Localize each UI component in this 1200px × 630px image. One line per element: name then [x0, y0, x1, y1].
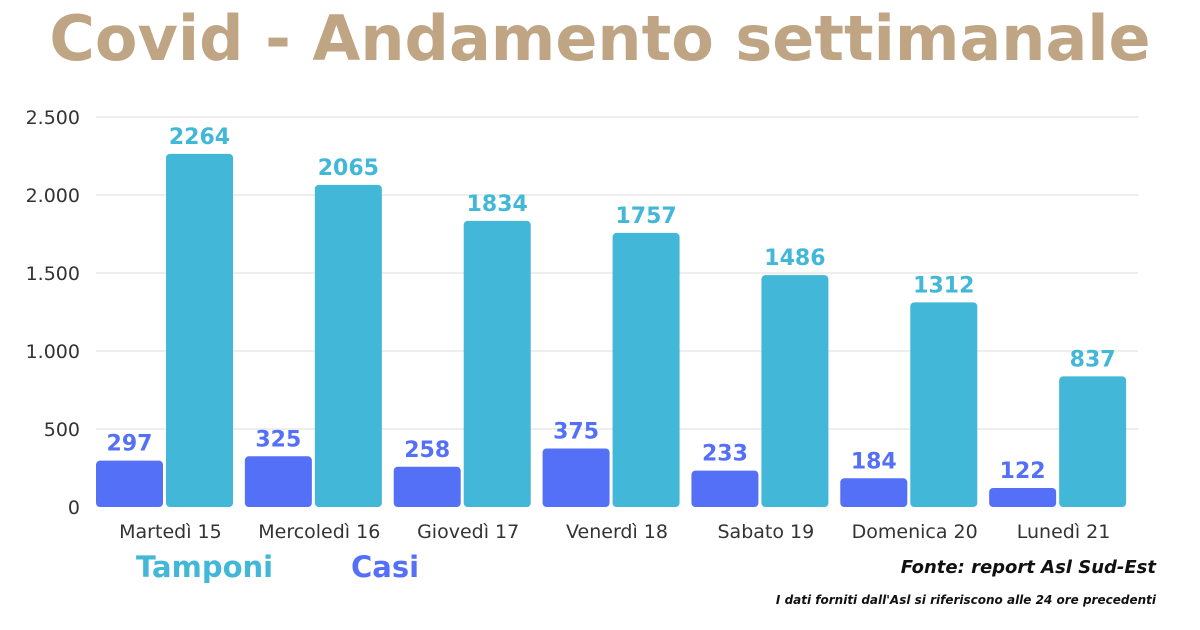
- y-tick-label: 2.000: [26, 185, 80, 207]
- data-label-tamponi: 1834: [467, 192, 528, 217]
- x-tick-label: Domenica 20: [852, 521, 978, 543]
- y-tick-label: 500: [44, 419, 80, 441]
- data-label-tamponi: 1312: [913, 273, 974, 298]
- data-label-tamponi: 837: [1070, 347, 1116, 372]
- y-tick-label: 1.000: [26, 341, 80, 363]
- bar-tamponi: [166, 153, 233, 508]
- y-tick-label: 2.500: [26, 107, 80, 129]
- data-label-casi: 258: [404, 438, 450, 463]
- bar-casi: [542, 448, 610, 507]
- data-label-casi: 122: [1000, 459, 1046, 484]
- data-label-tamponi: 2065: [318, 156, 379, 181]
- y-tick-label: 0: [68, 497, 80, 519]
- bar-tamponi: [463, 220, 531, 507]
- chart-title: Covid - Andamento settimanale: [49, 2, 1151, 75]
- legend-casi: Casi: [351, 550, 420, 584]
- bar-tamponi: [314, 184, 382, 508]
- source-text: Fonte: report Asl Sud-Est: [900, 557, 1156, 578]
- data-label-tamponi: 1486: [764, 246, 825, 271]
- x-tick-label: Giovedì 17: [417, 521, 519, 543]
- bar-casi: [840, 478, 908, 507]
- legend-tamponi: Tamponi: [136, 550, 274, 584]
- bar-tamponi: [910, 302, 978, 507]
- x-tick-label: Venerdì 18: [566, 521, 668, 543]
- x-tick-label: Mercoledì 16: [258, 521, 380, 543]
- x-tick-label: Sabato 19: [718, 521, 815, 543]
- note-text: I dati forniti dall'Asl si riferiscono a…: [775, 593, 1156, 607]
- bar-tamponi: [761, 275, 829, 507]
- x-axis-ticks: Martedì 15 Mercoledì 16 Giovedì 17 Venerdì …: [119, 521, 1110, 543]
- data-label-tamponi: 2264: [169, 125, 230, 150]
- data-label-casi: 375: [553, 420, 599, 445]
- bar-tamponi: [612, 232, 680, 507]
- x-tick-label: Lunedì 21: [1017, 521, 1111, 543]
- bars: [96, 153, 1127, 508]
- y-tick-label: 1.500: [26, 263, 80, 285]
- bar-casi: [691, 470, 759, 507]
- bar-casi: [989, 487, 1057, 507]
- data-label-casi: 184: [851, 449, 897, 474]
- data-label-casi: 325: [255, 427, 301, 452]
- bar-casi: [393, 466, 461, 507]
- data-labels: 297 2264 325 2065 258 1834 375 1757 233 1486 184 13…: [107, 125, 1116, 484]
- data-label-casi: 233: [702, 442, 748, 467]
- bar-tamponi: [1059, 376, 1127, 507]
- y-axis-ticks: 0 500 1.000 1.500 2.000 2.500: [26, 107, 80, 519]
- data-label-tamponi: 1757: [615, 204, 676, 229]
- x-tick-label: Martedì 15: [119, 521, 222, 543]
- bar-casi: [244, 456, 312, 507]
- data-label-casi: 297: [107, 432, 153, 457]
- bar-casi: [96, 460, 163, 507]
